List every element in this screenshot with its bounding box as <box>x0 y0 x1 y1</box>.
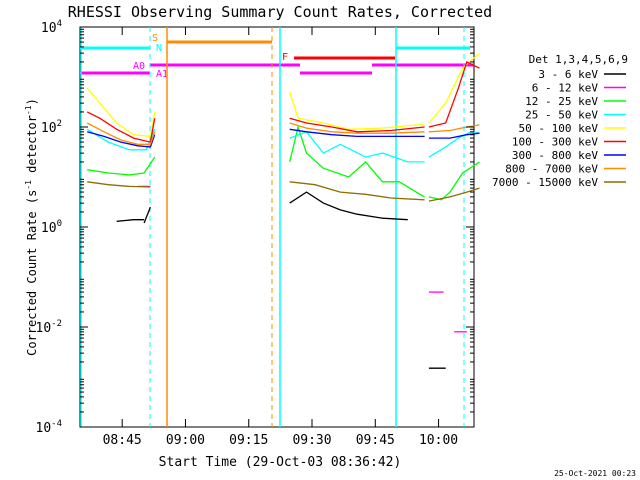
legend-title: Det 1,3,4,5,6,9 <box>529 53 628 66</box>
series-line <box>86 87 156 138</box>
series-line <box>289 91 425 130</box>
series-line <box>289 124 425 198</box>
series-line <box>87 181 151 188</box>
x-tick-label: 09:45 <box>356 433 395 448</box>
y-axis-label-part: ) <box>25 98 39 105</box>
series-layer <box>86 52 480 369</box>
series-line <box>289 181 425 201</box>
x-tick-label: 09:00 <box>166 433 205 448</box>
series-line <box>116 219 145 222</box>
series-line <box>428 187 480 202</box>
legend-entry-label: 7000 - 15000 keV <box>492 176 598 189</box>
series-line <box>289 131 425 163</box>
x-tick-label: 09:15 <box>229 433 268 448</box>
y-tick-label: 102 <box>41 119 62 136</box>
series-7000-15000-kev <box>87 181 480 202</box>
series-50-100-kev <box>86 52 480 138</box>
legend-entry-label: 100 - 300 keV <box>512 136 598 149</box>
annotation-n: N <box>156 43 162 54</box>
legend-entry-label: 3 - 6 keV <box>538 68 598 81</box>
y-axis-label-part: detector <box>25 115 39 180</box>
footer-date: 25-Oct-2021 00:23 <box>554 469 636 478</box>
series-800-7000-kev <box>86 122 480 145</box>
y-axis-label-part: Corrected Count Rate (s <box>25 190 39 356</box>
x-tick-label: 09:30 <box>292 433 331 448</box>
y-axis: 104 102 100 10-2 10-4 <box>36 19 474 436</box>
y-axis-label-exp: -1 <box>24 180 33 190</box>
series-line <box>289 191 408 221</box>
series-line <box>428 60 480 128</box>
series-line <box>428 132 480 139</box>
series-300-800-kev <box>87 128 480 148</box>
annotation-a0: A0 <box>133 61 145 72</box>
series-line <box>289 122 425 134</box>
x-tick-label: 08:45 <box>103 433 142 448</box>
x-tick-label: 10:00 <box>419 433 458 448</box>
series-line <box>428 52 480 124</box>
series-line <box>289 128 425 138</box>
legend-entry-label: 800 - 7000 keV <box>505 163 598 176</box>
y-axis-label-exp: -1 <box>24 105 33 115</box>
y-axis-label: Corrected Count Rate (s-1 detector-1) <box>24 98 39 356</box>
series-3-6-kev <box>116 191 446 369</box>
state-bars: S N A0 A1 F <box>80 33 474 80</box>
annotation-f: F <box>282 52 288 63</box>
y-tick-label: 10-4 <box>36 419 63 436</box>
series-line <box>86 128 156 151</box>
series-line <box>143 206 152 224</box>
x-axis: 08:45 09:00 09:15 09:30 09:45 10:00 <box>103 27 458 448</box>
series-line <box>86 122 156 145</box>
series-line <box>87 131 156 148</box>
series-100-300-kev <box>86 60 480 143</box>
legend-entry-label: 6 - 12 keV <box>532 82 599 95</box>
legend-entry-label: 50 - 100 keV <box>519 122 599 135</box>
x-axis-label: Start Time (29-Oct-03 08:36:42) <box>159 455 402 470</box>
annotation-s: S <box>152 33 158 44</box>
series-line <box>86 111 156 143</box>
series-line <box>428 124 480 133</box>
y-tick-label: 10-2 <box>36 319 63 336</box>
legend-entry-label: 12 - 25 keV <box>525 95 598 108</box>
legend-entry-label: 300 - 800 keV <box>512 149 598 162</box>
chart-title: RHESSI Observing Summary Count Rates, Co… <box>68 3 492 21</box>
series-line <box>289 117 425 133</box>
annotation-a1: A1 <box>156 69 168 80</box>
legend-entry-label: 25 - 50 keV <box>525 109 598 122</box>
series-line <box>87 156 156 176</box>
y-tick-label: 100 <box>41 219 62 236</box>
y-tick-label: 104 <box>41 19 62 36</box>
